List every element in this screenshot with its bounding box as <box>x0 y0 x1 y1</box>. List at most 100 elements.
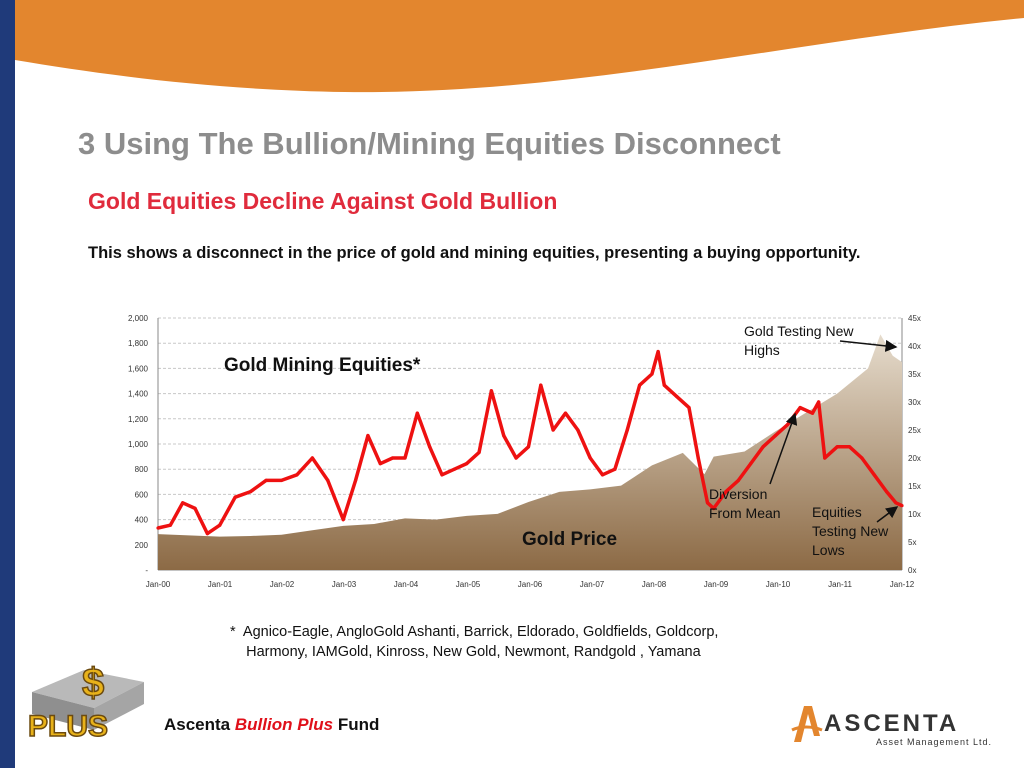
x-tick-label: Jan-07 <box>580 580 605 589</box>
gold-price-area <box>158 334 902 570</box>
equities-point <box>551 428 555 432</box>
slide-description: This shows a disconnect in the price of … <box>88 244 861 262</box>
slide-subtitle: Gold Equities Decline Against Gold Bulli… <box>88 188 558 214</box>
x-tick-label: Jan-05 <box>456 580 481 589</box>
equities-point <box>724 490 728 494</box>
equities-point <box>650 372 654 376</box>
equities-point <box>279 478 284 482</box>
left-tick-label: 1,600 <box>128 364 149 373</box>
equities-point <box>675 394 679 398</box>
right-tick-label: 15x <box>908 482 921 491</box>
ascenta-logo: ASCENTA Asset Management Ltd. <box>791 706 992 747</box>
fund-name-highlight: Bullion Plus <box>234 715 334 734</box>
x-tick-label: Jan-10 <box>766 580 791 589</box>
equities-point <box>539 383 543 387</box>
equities-point <box>249 490 253 494</box>
equities-point <box>415 411 419 415</box>
right-tick-label: 45x <box>908 314 921 323</box>
equities-point <box>526 445 531 449</box>
equities-point <box>749 462 753 466</box>
equities-point <box>884 490 889 494</box>
arrow-equities-new-lows <box>876 506 899 523</box>
fund-name-suffix: Fund <box>333 715 380 734</box>
equities-point <box>860 456 864 460</box>
right-tick-label: 25x <box>908 426 921 435</box>
annotation-gold-new-highs: Gold Testing New Highs <box>744 323 854 358</box>
gold-vs-equities-chart: 2,000 1,800 1,600 1,400 1,200 1,000 800 600 400 2… <box>128 314 921 589</box>
equities-point <box>687 406 691 410</box>
left-tick-label: 1,000 <box>128 440 149 449</box>
arrow-diversion <box>769 412 798 485</box>
equities-point <box>310 456 314 460</box>
ascenta-logo-text: ASCENTA <box>824 710 959 737</box>
left-tick-label: 1,200 <box>128 415 149 424</box>
x-axis-ticks: Jan-00 Jan-01 Jan-02 Jan-03 Jan-04 Jan-05 Jan-… <box>146 580 915 589</box>
left-tick-label: 1,400 <box>128 390 149 399</box>
equities-point <box>894 501 898 505</box>
plus-logo-text: PLUS <box>28 710 108 743</box>
equities-point <box>514 456 518 460</box>
x-tick-label: Jan-04 <box>394 580 419 589</box>
annotation-equities-label: Gold Mining Equities* <box>224 355 421 376</box>
right-tick-label: 5x <box>908 538 916 547</box>
right-tick-label: 20x <box>908 454 921 463</box>
x-tick-label: Jan-03 <box>332 580 357 589</box>
right-tick-label: 35x <box>908 370 921 379</box>
annotation-diversion: Diversion From Mean <box>709 486 781 521</box>
left-tick-label: 2,000 <box>128 314 149 323</box>
equities-point <box>366 434 370 438</box>
equities-point <box>477 450 481 454</box>
right-tick-label: 40x <box>908 342 921 351</box>
equities-point <box>625 428 629 432</box>
x-tick-label: Jan-00 <box>146 580 171 589</box>
equities-point <box>452 467 456 471</box>
right-tick-label: 30x <box>908 398 921 407</box>
equities-point <box>341 518 345 522</box>
equities-point <box>193 506 197 510</box>
equities-point <box>295 473 299 477</box>
bullion-plus-logo: $ PLUS <box>27 660 144 744</box>
equities-point <box>489 389 494 393</box>
equities-point <box>502 434 506 438</box>
equities-point <box>712 506 716 510</box>
equities-point <box>588 456 592 460</box>
equities-point <box>205 532 209 536</box>
annotation-gold-price-label: Gold Price <box>522 529 618 550</box>
equities-point <box>773 434 778 438</box>
equities-point <box>637 383 642 387</box>
orange-wave-shape <box>15 0 1024 93</box>
equities-point <box>847 445 852 449</box>
gold-price-area-group <box>158 334 902 570</box>
equities-point <box>705 501 710 505</box>
x-tick-label: Jan-06 <box>518 580 543 589</box>
fund-name: Ascenta Bullion Plus Fund <box>164 715 379 735</box>
fund-name-prefix: Ascenta <box>164 715 235 734</box>
equities-point <box>403 456 407 460</box>
equities-point <box>900 504 904 508</box>
x-tick-label: Jan-09 <box>704 580 729 589</box>
left-axis-ticks: 2,000 1,800 1,600 1,400 1,200 1,000 800 600 400 2… <box>128 314 149 575</box>
equities-point <box>156 526 160 530</box>
left-tick-label: 400 <box>135 516 149 525</box>
left-tick-label: 600 <box>135 490 149 499</box>
right-tick-label: 0x <box>908 566 916 575</box>
equities-point <box>353 478 358 482</box>
x-tick-label: Jan-12 <box>890 580 915 589</box>
x-tick-label: Jan-08 <box>642 580 667 589</box>
x-tick-label: Jan-11 <box>828 580 852 589</box>
equities-point <box>835 445 839 449</box>
equities-point <box>656 350 660 354</box>
x-tick-label: Jan-02 <box>270 580 295 589</box>
left-tick-label: 1,800 <box>128 339 149 348</box>
equities-point <box>798 406 802 410</box>
equities-point <box>810 411 815 415</box>
equities-point <box>326 478 330 482</box>
right-axis-ticks: 45x 40x 35x 30x 25x 20x 15x 10x 5x 0x <box>908 314 921 575</box>
ascenta-swoosh-icon <box>794 706 820 742</box>
ascenta-logo-subtext: Asset Management Ltd. <box>876 737 992 747</box>
equities-point <box>736 478 740 482</box>
equities-point <box>823 456 827 460</box>
equities-point <box>563 411 568 415</box>
equities-point <box>465 462 469 466</box>
